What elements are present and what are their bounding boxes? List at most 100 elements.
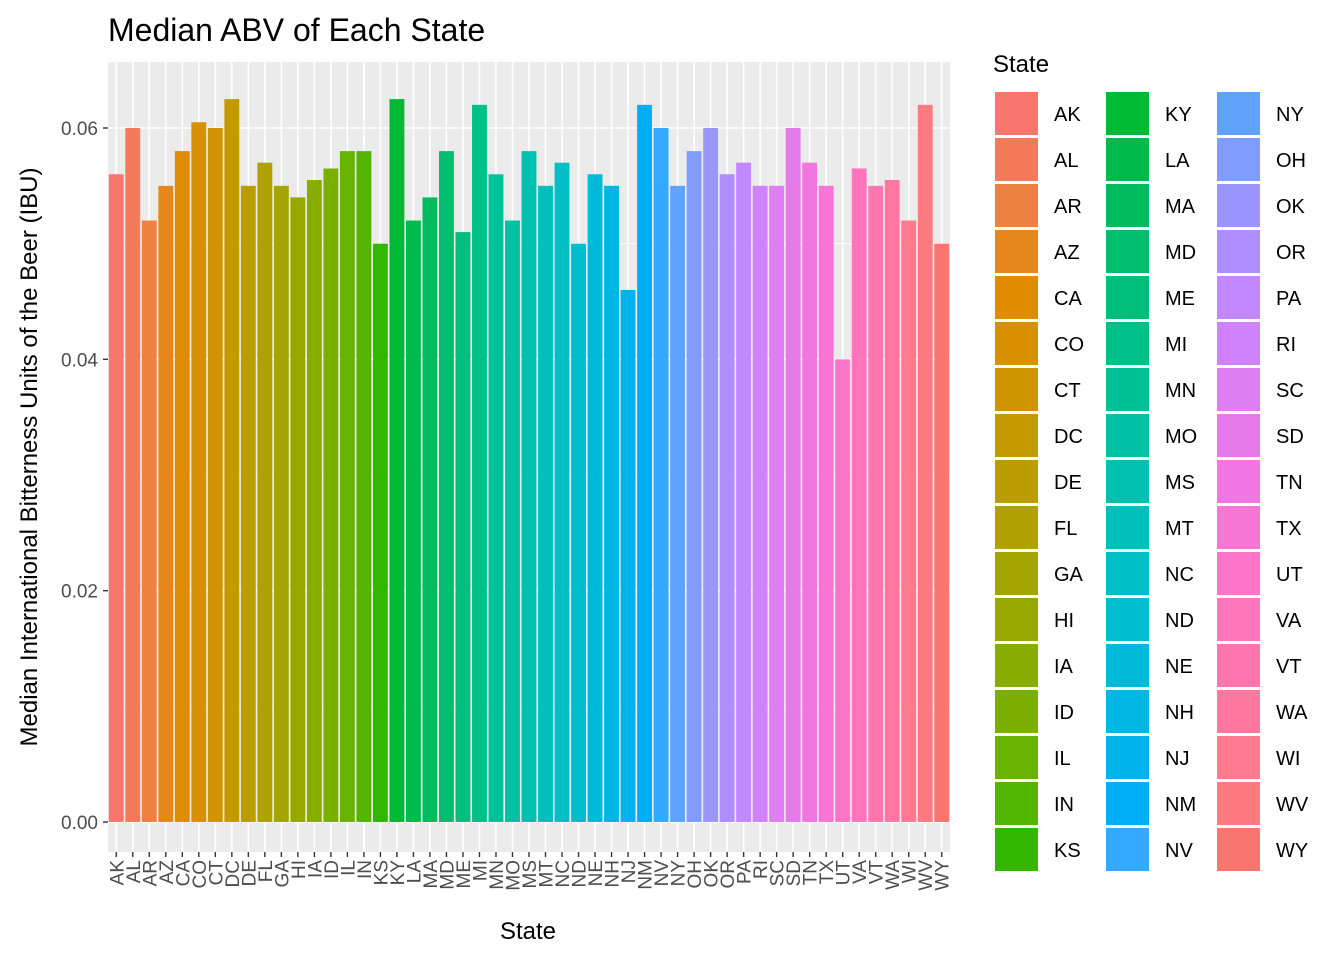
legend-key-ri bbox=[1217, 322, 1260, 365]
x-tick-label: CT bbox=[206, 860, 227, 886]
legend-label: GA bbox=[1054, 564, 1084, 586]
legend-key-va bbox=[1217, 598, 1260, 641]
legend-key-nv bbox=[1106, 828, 1149, 871]
legend-key-or bbox=[1217, 230, 1260, 273]
legend-label: WV bbox=[1276, 794, 1309, 816]
legend-key-ak bbox=[995, 92, 1038, 135]
legend-label: SD bbox=[1276, 426, 1304, 448]
bar-co bbox=[191, 122, 207, 822]
legend-label: WY bbox=[1276, 840, 1308, 862]
legend-key-wi bbox=[1217, 736, 1260, 779]
x-tick-label: NV bbox=[652, 860, 673, 887]
legend-key-mo bbox=[1106, 414, 1149, 457]
bar-nv bbox=[653, 128, 669, 822]
bar-ia bbox=[306, 180, 322, 823]
x-tick-label: DC bbox=[223, 860, 244, 887]
legend-label: TX bbox=[1276, 518, 1302, 540]
bar-wv bbox=[917, 104, 933, 822]
x-tick-label: FL bbox=[256, 860, 277, 882]
legend-label: OR bbox=[1276, 242, 1306, 264]
bar-sd bbox=[785, 128, 801, 822]
legend-key-sd bbox=[1217, 414, 1260, 457]
legend-key-tn bbox=[1217, 460, 1260, 503]
legend-key-wa bbox=[1217, 690, 1260, 733]
legend-label: MS bbox=[1165, 472, 1195, 494]
x-tick-label: MI bbox=[470, 860, 491, 881]
legend-key-ks bbox=[995, 828, 1038, 871]
legend-label: SC bbox=[1276, 380, 1304, 402]
legend-label: IA bbox=[1054, 656, 1074, 678]
x-tick-label: OK bbox=[702, 860, 723, 888]
legend-key-sc bbox=[1217, 368, 1260, 411]
legend-key-il bbox=[995, 736, 1038, 779]
x-tick-label: RI bbox=[751, 860, 772, 879]
x-tick-label: TX bbox=[817, 860, 838, 885]
legend-label: ND bbox=[1165, 610, 1194, 632]
bar-md bbox=[439, 151, 454, 823]
legend-label: ID bbox=[1054, 702, 1074, 724]
x-tick-label: LA bbox=[404, 860, 425, 884]
legend-label: DC bbox=[1054, 426, 1083, 448]
bar-ca bbox=[174, 151, 190, 823]
legend-label: IL bbox=[1054, 748, 1071, 770]
bar-fl bbox=[257, 162, 273, 822]
legend-label: VT bbox=[1276, 656, 1302, 678]
chart-title: Median ABV of Each State bbox=[108, 12, 485, 48]
bar-me bbox=[455, 232, 471, 823]
legend-key-mi bbox=[1106, 322, 1149, 365]
legend-key-ok bbox=[1217, 184, 1260, 227]
legend-label: VA bbox=[1276, 610, 1302, 632]
x-tick-label: ME bbox=[454, 860, 475, 889]
bar-az bbox=[158, 185, 174, 823]
legend-label: MI bbox=[1165, 334, 1187, 356]
legend-label: AZ bbox=[1054, 242, 1080, 264]
legend-key-ky bbox=[1106, 92, 1149, 135]
legend-key-oh bbox=[1217, 138, 1260, 181]
legend-label: UT bbox=[1276, 564, 1303, 586]
legend-label: NV bbox=[1165, 840, 1193, 862]
legend-key-me bbox=[1106, 276, 1149, 319]
legend-key-nj bbox=[1106, 736, 1149, 779]
legend-key-ga bbox=[995, 552, 1038, 595]
bar-mi bbox=[472, 104, 487, 822]
legend-key-vt bbox=[1217, 644, 1260, 687]
legend-label: KY bbox=[1165, 104, 1192, 126]
bar-ga bbox=[273, 185, 289, 823]
bar-ks bbox=[372, 243, 388, 822]
legend-key-mn bbox=[1106, 368, 1149, 411]
bar-ak bbox=[108, 174, 124, 822]
bar-pa bbox=[736, 162, 752, 822]
legend-key-tx bbox=[1217, 506, 1260, 549]
legend-label: FL bbox=[1054, 518, 1077, 540]
legend-key-ia bbox=[995, 644, 1038, 687]
legend-label: NC bbox=[1165, 564, 1194, 586]
bar-ct bbox=[207, 128, 223, 822]
x-tick-label: CO bbox=[190, 860, 211, 889]
x-tick-label: MT bbox=[537, 860, 558, 888]
bar-ar bbox=[141, 220, 157, 823]
legend-key-ms bbox=[1106, 460, 1149, 503]
x-tick-label: NM bbox=[636, 860, 657, 890]
legend-key-nh bbox=[1106, 690, 1149, 733]
legend-key-nd bbox=[1106, 598, 1149, 641]
bar-ut bbox=[835, 359, 851, 822]
legend-label: MD bbox=[1165, 242, 1196, 264]
y-tick-label: 0.00 bbox=[61, 813, 98, 834]
legend-key-la bbox=[1106, 138, 1149, 181]
legend-key-co bbox=[995, 322, 1038, 365]
bar-wa bbox=[884, 180, 900, 823]
x-tick-label: AZ bbox=[157, 860, 178, 885]
legend-label: ME bbox=[1165, 288, 1195, 310]
bar-wy bbox=[934, 243, 950, 822]
legend-label: MO bbox=[1165, 426, 1197, 448]
bar-wi bbox=[901, 220, 917, 823]
x-tick-label: MD bbox=[437, 860, 458, 890]
x-tick-label: IL bbox=[338, 860, 359, 876]
legend-key-md bbox=[1106, 230, 1149, 273]
legend: AK AL AR AZ CA CO CT DC DE FL GA HI IA ID IL IN KS KY LA MA… bbox=[995, 92, 1309, 871]
x-tick-label: NY bbox=[669, 860, 690, 887]
x-tick-label: KY bbox=[388, 860, 409, 886]
legend-label: WI bbox=[1276, 748, 1300, 770]
x-tick-label: MO bbox=[503, 860, 524, 891]
